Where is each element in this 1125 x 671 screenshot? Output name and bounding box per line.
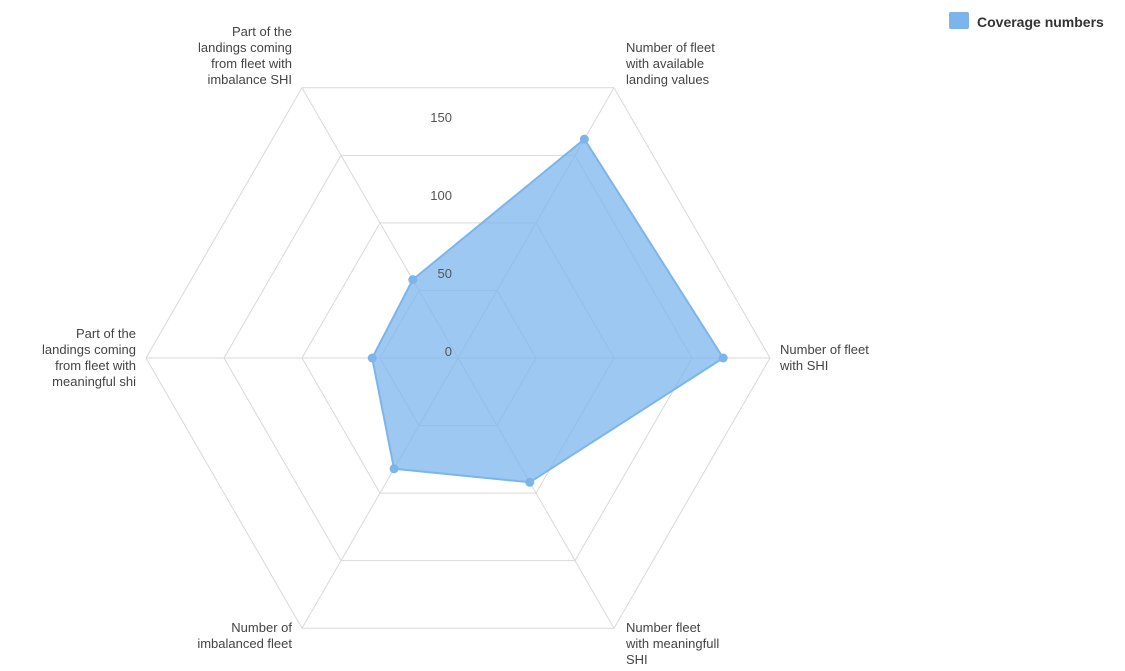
category-label-line: Part of the: [76, 326, 136, 341]
series-area: [371, 138, 725, 484]
category-label: Number fleet with meaningfull SHI: [625, 620, 719, 666]
category-label-line: from fleet with: [211, 56, 292, 71]
category-label-line: Number of: [231, 620, 292, 635]
data-point: [408, 275, 418, 285]
category-label-line: from fleet with: [55, 358, 136, 373]
y-tick-label: 50: [438, 266, 452, 281]
data-point: [389, 464, 399, 474]
category-label-line: Part of the: [232, 24, 292, 39]
category-label: Number of fleet with available landing val…: [625, 40, 715, 87]
category-label: Number of imbalanced fleet: [197, 620, 292, 651]
y-tick-label: 0: [445, 344, 452, 359]
data-point: [367, 353, 377, 363]
legend-label[interactable]: Coverage numbers: [977, 14, 1104, 30]
category-label-line: imbalanced fleet: [197, 636, 292, 651]
category-label: Number of fleet with SHI: [779, 342, 869, 373]
category-label-line: imbalance SHI: [207, 72, 292, 87]
data-point: [579, 134, 589, 144]
category-label-line: with meaningfull: [625, 636, 719, 651]
category-label-line: landings coming: [42, 342, 136, 357]
category-label-line: Number of fleet: [780, 342, 869, 357]
category-label: Part of the landings coming from fleet wit…: [198, 24, 292, 87]
data-point: [525, 477, 535, 487]
category-label-line: SHI: [626, 652, 648, 666]
category-label-line: with available: [625, 56, 704, 71]
category-label-line: with SHI: [779, 358, 828, 373]
category-label: Part of the landings coming from fleet wit…: [42, 326, 136, 389]
legend-swatch[interactable]: [949, 12, 969, 29]
category-label-line: Number of fleet: [626, 40, 715, 55]
category-label-line: meaningful shi: [52, 374, 136, 389]
category-label-line: landings coming: [198, 40, 292, 55]
series-layer: [367, 134, 728, 487]
category-label-line: landing values: [626, 72, 710, 87]
data-point: [718, 353, 728, 363]
category-label-line: Number fleet: [626, 620, 701, 635]
y-tick-label: 150: [430, 110, 452, 125]
legend[interactable]: Coverage numbers: [949, 12, 1104, 30]
y-tick-label: 100: [430, 188, 452, 203]
